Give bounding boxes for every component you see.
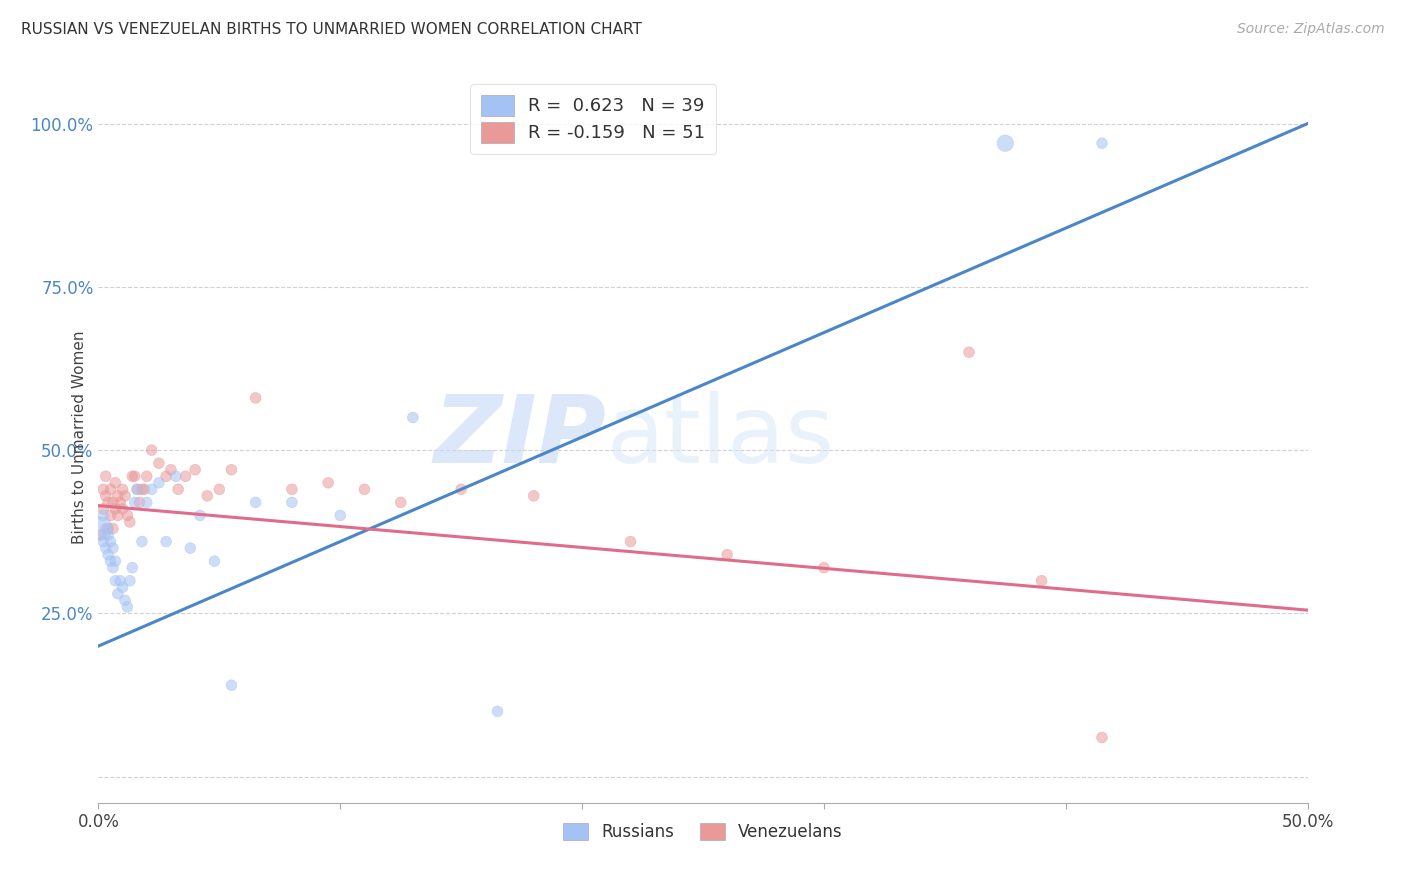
Point bbox=[101, 560, 124, 574]
Point bbox=[108, 495, 131, 509]
Point bbox=[1031, 574, 1053, 588]
Legend: Russians, Venezuelans: Russians, Venezuelans bbox=[555, 814, 851, 849]
Point bbox=[127, 483, 149, 497]
Point bbox=[155, 534, 177, 549]
Point bbox=[204, 554, 226, 568]
Point bbox=[104, 475, 127, 490]
Point bbox=[281, 483, 304, 497]
Point bbox=[994, 136, 1017, 151]
Point bbox=[141, 443, 163, 458]
Point bbox=[208, 483, 231, 497]
Point bbox=[97, 495, 120, 509]
Point bbox=[1091, 136, 1114, 151]
Point bbox=[91, 508, 114, 523]
Point bbox=[716, 548, 738, 562]
Point bbox=[91, 534, 114, 549]
Point bbox=[179, 541, 201, 555]
Point bbox=[91, 502, 114, 516]
Point bbox=[104, 502, 127, 516]
Point bbox=[184, 463, 207, 477]
Point bbox=[101, 521, 124, 535]
Point bbox=[117, 508, 139, 523]
Y-axis label: Births to Unmarried Women: Births to Unmarried Women bbox=[72, 330, 87, 544]
Point bbox=[107, 508, 129, 523]
Point bbox=[124, 469, 146, 483]
Point bbox=[389, 495, 412, 509]
Point bbox=[174, 469, 197, 483]
Point bbox=[107, 587, 129, 601]
Point bbox=[90, 521, 112, 535]
Point bbox=[329, 508, 352, 523]
Point bbox=[100, 483, 122, 497]
Point bbox=[353, 483, 375, 497]
Point bbox=[221, 463, 243, 477]
Point bbox=[121, 560, 143, 574]
Point bbox=[148, 475, 170, 490]
Point bbox=[124, 495, 146, 509]
Point bbox=[101, 541, 124, 555]
Point bbox=[111, 502, 134, 516]
Point bbox=[619, 534, 641, 549]
Point bbox=[1091, 731, 1114, 745]
Point bbox=[167, 483, 190, 497]
Point bbox=[281, 495, 304, 509]
Point bbox=[111, 580, 134, 594]
Point bbox=[195, 489, 218, 503]
Point bbox=[97, 528, 120, 542]
Point bbox=[101, 495, 124, 509]
Text: RUSSIAN VS VENEZUELAN BIRTHS TO UNMARRIED WOMEN CORRELATION CHART: RUSSIAN VS VENEZUELAN BIRTHS TO UNMARRIE… bbox=[21, 22, 643, 37]
Point bbox=[91, 483, 114, 497]
Point bbox=[94, 541, 117, 555]
Point bbox=[100, 508, 122, 523]
Point bbox=[155, 469, 177, 483]
Point bbox=[245, 391, 267, 405]
Point bbox=[128, 495, 150, 509]
Point bbox=[131, 483, 153, 497]
Point bbox=[114, 593, 136, 607]
Point bbox=[107, 489, 129, 503]
Point bbox=[131, 534, 153, 549]
Point bbox=[957, 345, 980, 359]
Point bbox=[450, 483, 472, 497]
Text: Source: ZipAtlas.com: Source: ZipAtlas.com bbox=[1237, 22, 1385, 37]
Point bbox=[188, 508, 211, 523]
Point bbox=[94, 469, 117, 483]
Point bbox=[94, 521, 117, 535]
Point bbox=[165, 469, 187, 483]
Text: atlas: atlas bbox=[606, 391, 835, 483]
Point bbox=[118, 574, 141, 588]
Point bbox=[90, 528, 112, 542]
Point bbox=[118, 515, 141, 529]
Point bbox=[316, 475, 339, 490]
Point bbox=[523, 489, 546, 503]
Point bbox=[108, 574, 131, 588]
Point bbox=[117, 599, 139, 614]
Point bbox=[111, 483, 134, 497]
Point bbox=[97, 548, 120, 562]
Point bbox=[141, 483, 163, 497]
Point bbox=[402, 410, 425, 425]
Point bbox=[134, 483, 156, 497]
Point bbox=[114, 489, 136, 503]
Point bbox=[94, 489, 117, 503]
Point bbox=[121, 469, 143, 483]
Point bbox=[148, 456, 170, 470]
Point bbox=[127, 483, 149, 497]
Point bbox=[160, 463, 183, 477]
Point bbox=[221, 678, 243, 692]
Point bbox=[104, 574, 127, 588]
Point bbox=[135, 495, 157, 509]
Point bbox=[135, 469, 157, 483]
Point bbox=[245, 495, 267, 509]
Point bbox=[100, 554, 122, 568]
Point bbox=[104, 554, 127, 568]
Text: ZIP: ZIP bbox=[433, 391, 606, 483]
Point bbox=[813, 560, 835, 574]
Point bbox=[100, 534, 122, 549]
Point bbox=[97, 521, 120, 535]
Point bbox=[486, 705, 509, 719]
